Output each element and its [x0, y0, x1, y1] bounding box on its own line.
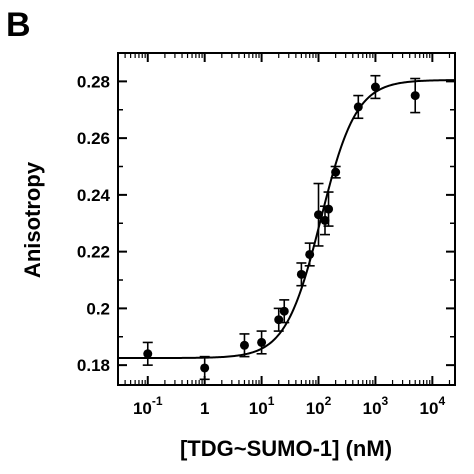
- y-axis-title: Anisotropy: [20, 161, 45, 278]
- x-axis: 10-1 1 101 102 103 104: [117, 53, 451, 418]
- data-point-group: [256, 330, 267, 355]
- data-point: [305, 249, 315, 259]
- x-tick-label: 10-1: [133, 394, 163, 418]
- data-point-group: [279, 299, 290, 324]
- data-point-group: [330, 165, 341, 179]
- data-point-group: [323, 191, 334, 227]
- data-point-group: [313, 182, 324, 247]
- data-point: [257, 337, 267, 347]
- y-tick-label: 0.28: [77, 72, 110, 91]
- data-point: [320, 215, 330, 225]
- y-tick-label: 0.26: [77, 129, 110, 148]
- data-point-group: [296, 262, 307, 287]
- data-point: [200, 363, 210, 373]
- y-tick-label: 0.2: [86, 299, 110, 318]
- data-point: [410, 91, 420, 101]
- data-point-group: [353, 94, 364, 120]
- data-point: [314, 210, 324, 220]
- data-point-group: [142, 341, 153, 366]
- data-point: [296, 269, 306, 279]
- fit-curve: [118, 79, 456, 360]
- data-point: [331, 167, 341, 177]
- x-tick-label: 103: [363, 394, 389, 418]
- data-point-group: [199, 355, 210, 381]
- data-point: [239, 340, 249, 350]
- y-tick-label: 0.22: [77, 243, 110, 262]
- x-tick-label: 101: [249, 394, 275, 418]
- y-axis: 0.18 0.2 0.22 0.24 0.26 0.28: [77, 72, 455, 375]
- x-tick-label: 102: [306, 394, 332, 418]
- data-point: [353, 102, 363, 112]
- data-point: [370, 82, 380, 92]
- data-point-group: [239, 333, 250, 358]
- y-tick-label: 0.24: [77, 186, 111, 205]
- data-point: [279, 306, 289, 316]
- x-tick-label: 104: [420, 394, 446, 418]
- y-tick-label: 0.18: [77, 356, 110, 375]
- panel-label: B: [6, 6, 31, 44]
- data-point: [143, 349, 153, 359]
- x-tick-label: 1: [200, 399, 209, 418]
- plot-frame: [117, 52, 456, 386]
- data-point: [324, 204, 334, 214]
- data-points: [142, 74, 421, 381]
- data-point-group: [370, 74, 381, 100]
- x-axis-title: [TDG~SUMO-1] (nM): [180, 436, 392, 461]
- data-point-group: [410, 77, 421, 114]
- data-point-group: [304, 242, 315, 267]
